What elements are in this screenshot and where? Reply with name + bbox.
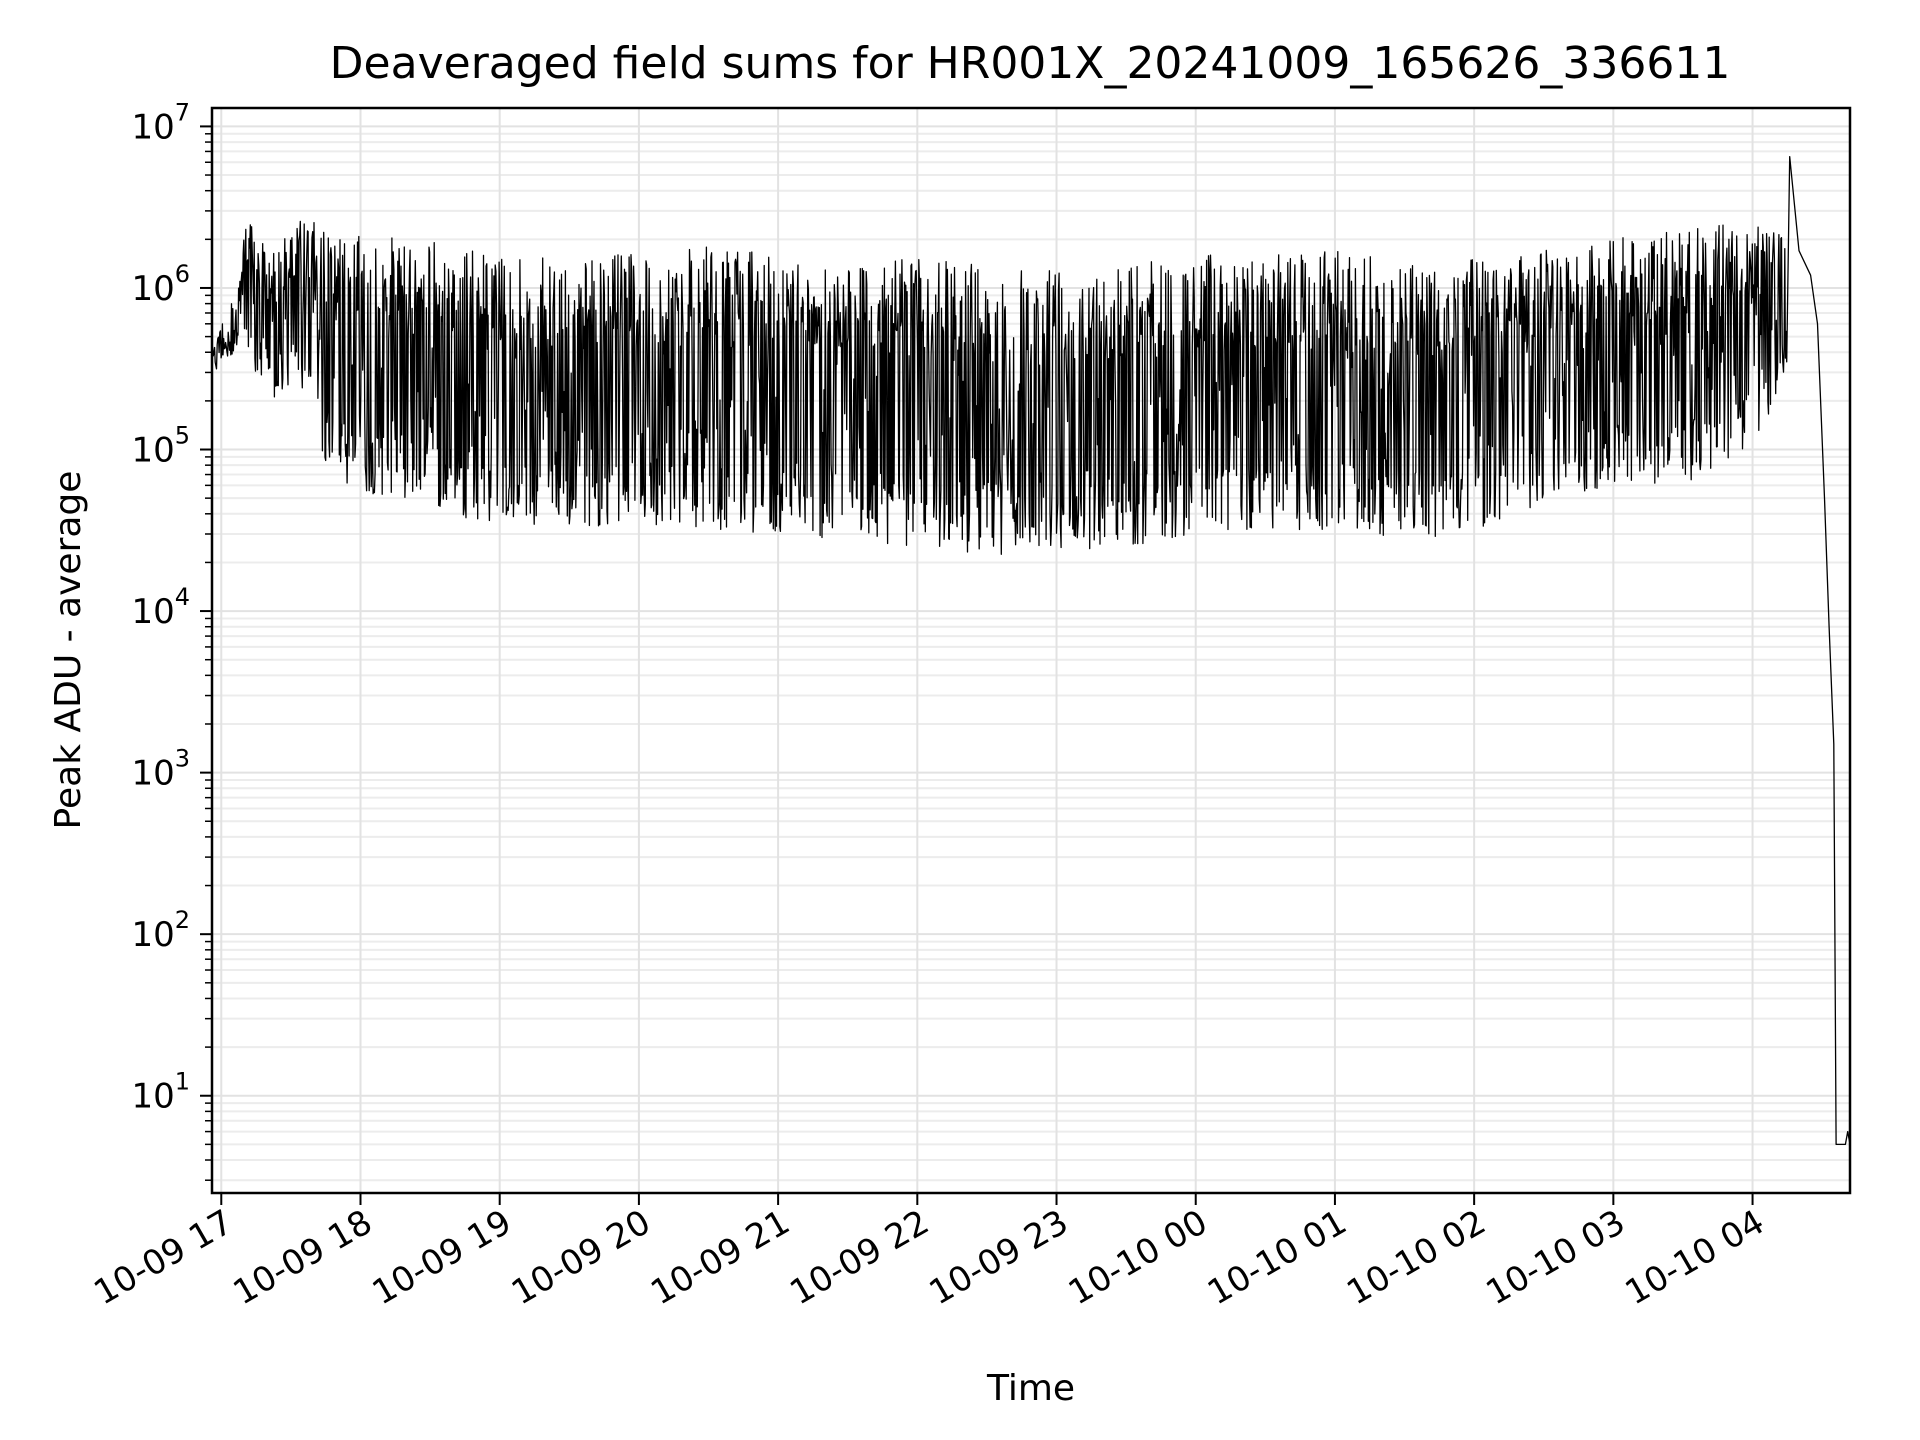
y-tick-label: 103	[131, 745, 190, 794]
y-tick-label: 105	[131, 422, 190, 471]
series-line	[211, 155, 1851, 1146]
chart-title: Deaveraged field sums for HR001X_2024100…	[330, 38, 1731, 89]
y-tick-label: 102	[131, 906, 190, 955]
y-axis: 101 102 103 104 105 106 107	[131, 98, 212, 1181]
y-tick-label: 104	[131, 583, 190, 632]
y-axis-label: Peak ADU - average	[48, 471, 89, 830]
y-tick-label: 101	[131, 1068, 190, 1117]
y-tick-label: 106	[131, 260, 190, 309]
plot-frame	[210, 106, 1852, 1195]
series-line-path	[211, 155, 1851, 1146]
y-tick-label: 107	[131, 98, 190, 147]
x-axis-label: Time	[986, 1368, 1075, 1409]
